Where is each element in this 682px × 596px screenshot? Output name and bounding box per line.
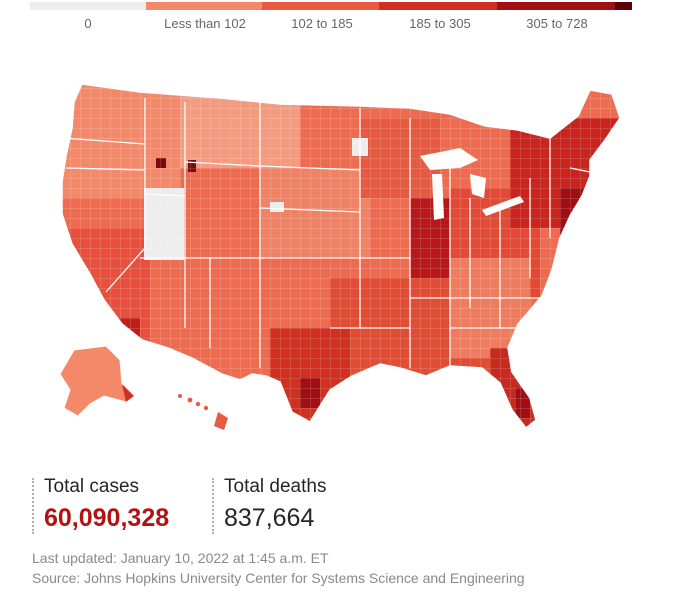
legend-color-bar: [30, 2, 632, 10]
lake-erie: [482, 196, 524, 216]
legend-swatch-low: [146, 2, 262, 10]
lake-superior: [420, 148, 478, 170]
legend-swatch-high: [379, 2, 497, 10]
legend-swatch-mid: [262, 2, 379, 10]
source-note: Source: Johns Hopkins University Center …: [32, 570, 525, 586]
legend-label-high: 185 to 305: [409, 16, 471, 31]
legend-swatch-highest: [497, 2, 615, 10]
footer-meta: Last updated: January 10, 2022 at 1:45 a…: [32, 548, 525, 588]
map-svg: [59, 83, 621, 430]
stat-total-cases: Total cases 60,090,328: [32, 474, 214, 534]
lake-michigan: [432, 174, 444, 220]
legend-swatch-zero: [30, 2, 146, 10]
stat-divider: [212, 478, 214, 534]
legend-label-mid: 102 to 185: [291, 16, 353, 31]
total-deaths-value: 837,664: [224, 504, 315, 532]
legend-label-zero: 0: [84, 16, 92, 31]
legend-label-low: Less than 102: [164, 16, 246, 31]
stats-row: Total cases 60,090,328 Total deaths 837,…: [32, 474, 632, 536]
stat-total-deaths: Total deaths 837,664: [212, 474, 394, 534]
last-updated: Last updated: January 10, 2022 at 1:45 a…: [32, 550, 329, 566]
legend-label-highest: 305 to 728: [526, 16, 588, 31]
us-county-map: [30, 78, 650, 450]
stat-divider: [32, 478, 34, 534]
map-legend: 0 Less than 102 102 to 185 185 to 305 30…: [30, 0, 632, 36]
total-cases-label: Total cases: [44, 476, 140, 497]
total-deaths-label: Total deaths: [224, 476, 327, 497]
state-borders: [62, 98, 620, 368]
us-outline: [61, 83, 621, 430]
legend-swatch-overflow: [615, 2, 632, 10]
legend-labels: 0 Less than 102 102 to 185 185 to 305 30…: [30, 16, 632, 34]
alaska: [59, 345, 135, 417]
lake-huron: [470, 174, 486, 198]
hotspot-ca: [80, 278, 90, 294]
total-cases-value: 60,090,328: [44, 504, 170, 532]
hawaii: [178, 394, 228, 430]
